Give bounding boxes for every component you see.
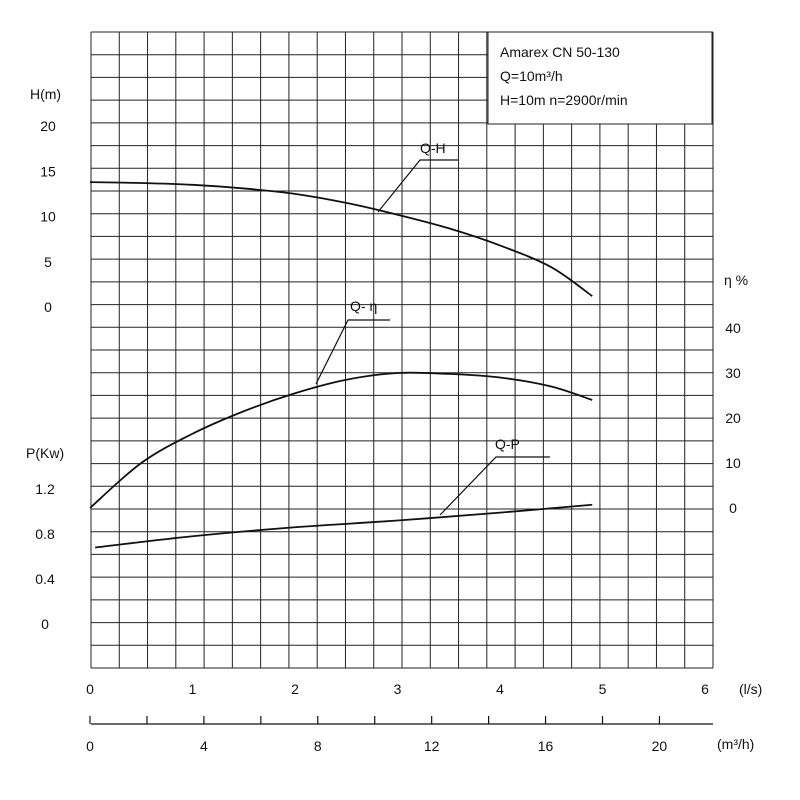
info-line-head-speed: H=10m n=2900r/min [500, 92, 628, 108]
x-m3h-tick-label: 12 [424, 738, 440, 754]
efficiency-tick-label: 0 [729, 500, 737, 516]
x-axis-m3h-unit: (m³/h) [717, 736, 754, 752]
x-ls-tick-label: 5 [599, 681, 607, 697]
x-axis-ls-unit: (l/s) [739, 681, 762, 697]
head-tick-label: 0 [44, 299, 52, 315]
head-tick-label: 5 [44, 254, 52, 270]
head-tick-label: 10 [40, 209, 56, 225]
power-tick-label: 0.4 [35, 571, 55, 587]
curve-q-p [95, 503, 593, 549]
x-m3h-tick-label: 16 [538, 738, 554, 754]
x-ls-tick-label: 3 [394, 681, 402, 697]
x-m3h-tick-label: 8 [314, 738, 322, 754]
x-m3h-tick-label: 4 [200, 738, 208, 754]
x-ls-tick-label: 6 [701, 681, 709, 697]
efficiency-tick-label: 30 [725, 365, 741, 381]
efficiency-tick-label: 10 [725, 455, 741, 471]
curve-q-eta [89, 371, 593, 509]
x-ls-tick-label: 1 [189, 681, 197, 697]
efficiency-tick-label: 40 [725, 320, 741, 336]
info-box: Amarex CN 50-130 Q=10m³/h H=10m n=2900r/… [487, 31, 713, 125]
x-ls-tick-label: 4 [496, 681, 504, 697]
curve-label-qp-text: Q-P [495, 436, 520, 452]
info-line-flow: Q=10m³/h [500, 68, 563, 84]
x-ls-tick-label: 0 [86, 681, 94, 697]
x-m3h-tick-label: 0 [86, 738, 94, 754]
efficiency-axis-title: η % [724, 272, 748, 288]
power-axis-title: P(Kw) [26, 445, 64, 461]
curve-label-qh-text: Q-H [420, 140, 446, 156]
head-tick-label: 20 [40, 118, 56, 134]
head-axis-title: H(m) [30, 86, 61, 102]
efficiency-tick-label: 20 [725, 410, 741, 426]
curve-label-qeta: Q- η [315, 298, 390, 385]
x-ls-tick-label: 2 [291, 681, 299, 697]
curve-label-qeta-text: Q- η [350, 298, 377, 314]
curve-q-h [89, 181, 593, 297]
info-line-model: Amarex CN 50-130 [500, 44, 620, 60]
curve-label-qp: Q-P [439, 436, 550, 516]
power-tick-label: 0 [41, 616, 49, 632]
head-tick-label: 15 [40, 163, 56, 179]
power-tick-label: 0.8 [35, 526, 55, 542]
chart-grid [90, 31, 714, 669]
x-m3h-tick-label: 20 [652, 738, 668, 754]
curve-label-qh: Q-H [377, 140, 458, 213]
power-tick-label: 1.2 [35, 481, 55, 497]
curves [89, 181, 593, 549]
